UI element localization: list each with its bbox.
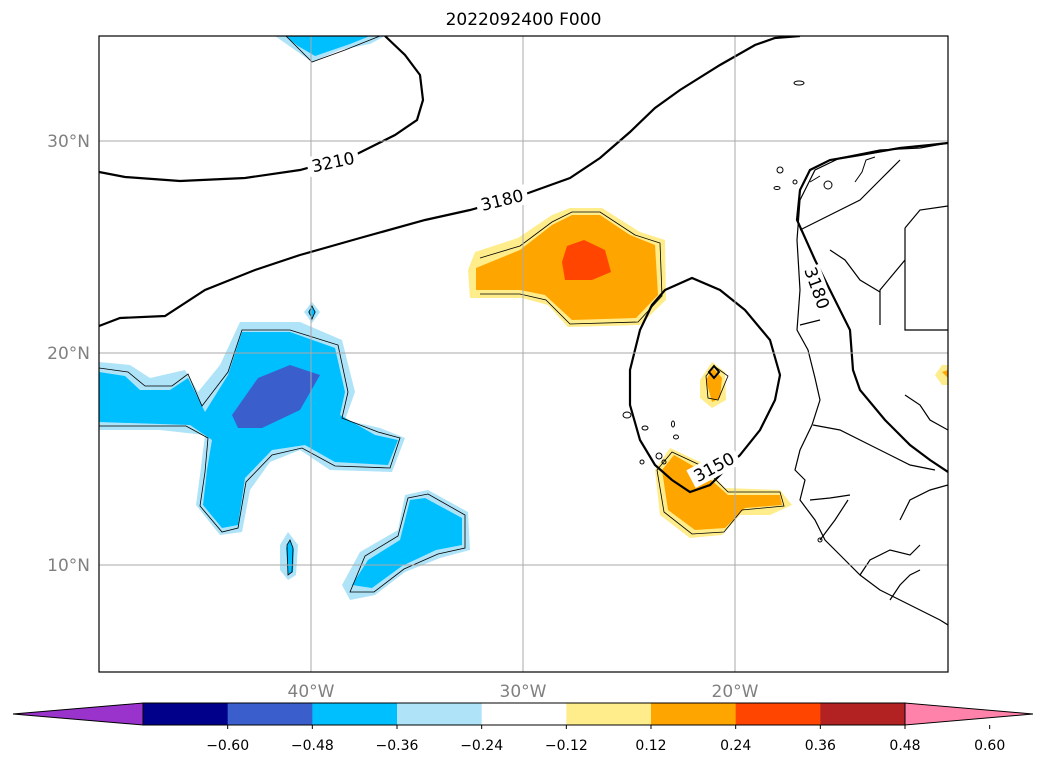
lon-label-30w: 30°W bbox=[500, 682, 547, 702]
lat-label-20n: 20°N bbox=[47, 344, 90, 364]
colorbar-tick-label: −0.36 bbox=[376, 738, 419, 754]
colorbar-tick-label: −0.48 bbox=[291, 738, 334, 754]
colorbar-segment bbox=[651, 703, 737, 725]
colorbar-segment bbox=[566, 703, 652, 725]
colorbar-tick-label: −0.60 bbox=[206, 738, 249, 754]
map-title: 2022092400 F000 bbox=[445, 10, 602, 30]
lat-label-10n: 10°N bbox=[47, 556, 90, 576]
colorbar: −0.60 −0.48 −0.36 −0.24 −0.12 0.12 0.24 0.36 0.4… bbox=[12, 702, 1034, 754]
lat-label-30n: 30°N bbox=[47, 132, 90, 152]
map-frame bbox=[98, 35, 949, 673]
colorbar-segment bbox=[820, 703, 906, 725]
colorbar-tick-label: 0.24 bbox=[720, 738, 751, 754]
map-area: 3210 3180 3180 3150 bbox=[99, 36, 948, 672]
colorbar-tick-label: 0.48 bbox=[889, 738, 920, 754]
colorbar-segment bbox=[397, 703, 483, 725]
colorbar-extension-min bbox=[13, 703, 143, 725]
colorbar-extension-max bbox=[905, 703, 1033, 725]
colorbar-tick-label: 0.12 bbox=[635, 738, 666, 754]
colorbar-tick-label: 0.36 bbox=[805, 738, 836, 754]
colorbar-ticks: −0.60 −0.48 −0.36 −0.24 −0.12 0.12 0.24 0.36 0.4… bbox=[206, 725, 1005, 754]
colorbar-tick-label: 0.60 bbox=[974, 738, 1005, 754]
islands bbox=[622, 80, 876, 543]
colorbar-tick-label: −0.24 bbox=[460, 738, 503, 754]
colorbar-segment bbox=[143, 703, 229, 725]
colorbar-tick-label: −0.12 bbox=[545, 738, 588, 754]
contour-label-backgrounds bbox=[305, 146, 834, 489]
colorbar-segment bbox=[227, 703, 313, 725]
colorbar-segment bbox=[312, 703, 398, 725]
colorbar-segment bbox=[481, 703, 567, 725]
lon-label-20w: 20°W bbox=[712, 682, 759, 702]
coastlines bbox=[794, 142, 948, 626]
colorbar-segment bbox=[735, 703, 821, 725]
lon-label-40w: 40°W bbox=[288, 682, 335, 702]
gridlines bbox=[99, 36, 948, 672]
colorbar-segments bbox=[13, 703, 1033, 725]
